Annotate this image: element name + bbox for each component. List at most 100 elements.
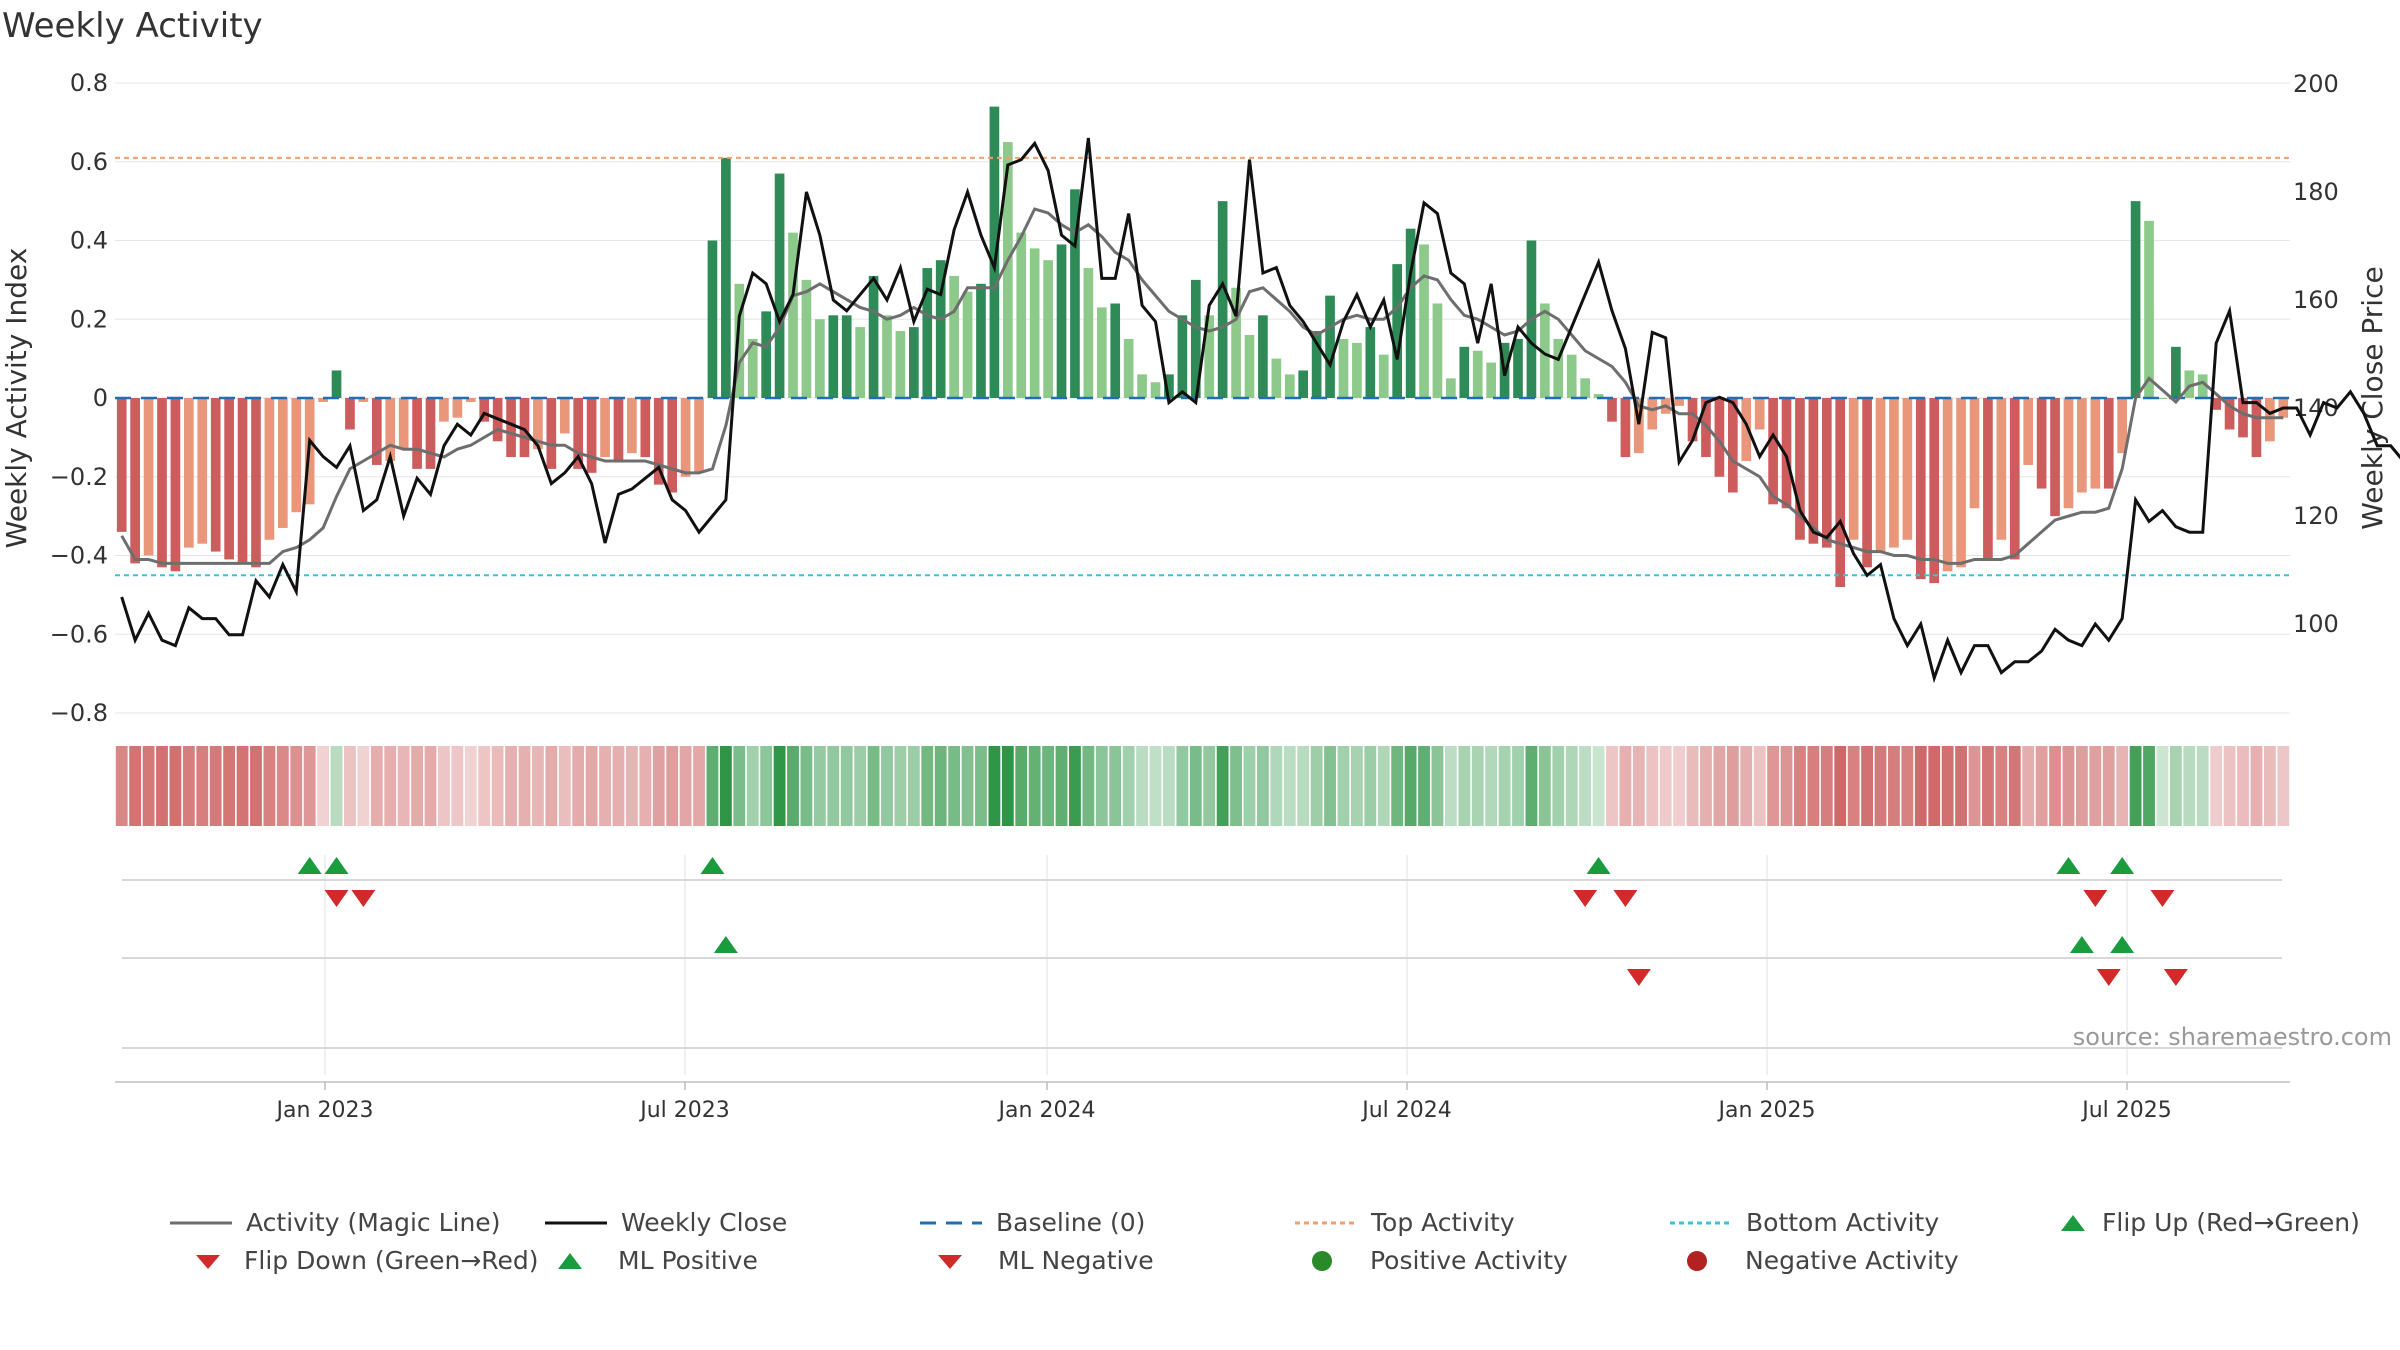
heat-strip-cell (1713, 746, 1726, 826)
heat-strip-cell (1901, 746, 1914, 826)
heat-strip-cell (505, 746, 517, 826)
heat-strip-cell (1834, 746, 1847, 826)
cyan-dotted-line-icon (1670, 1221, 1732, 1224)
activity-bar (1553, 338, 1564, 398)
heat-strip-cell (1444, 746, 1457, 826)
activity-bar (143, 398, 154, 556)
heat-strip-cell (2169, 746, 2182, 826)
heat-strip-cell (1673, 746, 1686, 826)
heat-strip-cell (558, 746, 571, 826)
y-right-tick-label: 120 (2293, 502, 2339, 530)
activity-bar (788, 232, 798, 398)
legend-item-ml-positive: ML Positive (558, 1246, 758, 1275)
heat-strip-cell (881, 746, 893, 826)
activity-bar (1566, 354, 1577, 398)
activity-bar (1862, 398, 1872, 568)
heat-strip-cell (1042, 746, 1055, 826)
activity-bar (1607, 398, 1617, 422)
activity-bar (1352, 342, 1362, 398)
y-right-tick-label: 100 (2293, 610, 2339, 638)
source-note: source: sharemaestro.com (2073, 1023, 2392, 1051)
activity-bar (1741, 398, 1752, 461)
heat-strip-cell (719, 746, 732, 826)
heat-strip-cell (182, 746, 195, 826)
legend-label: ML Negative (998, 1246, 1154, 1275)
heat-strip-cell (921, 746, 934, 826)
activity-bar (1808, 398, 1819, 544)
x-tick-label: Jan 2024 (997, 1098, 1096, 1123)
activity-bar (1781, 398, 1792, 509)
activity-bar (1459, 346, 1470, 398)
activity-bar (1096, 307, 1107, 398)
red-triangle-down-icon (196, 1254, 220, 1269)
heat-strip-cell (303, 746, 316, 826)
heat-strip-cell (1230, 746, 1242, 826)
heat-strip-cell (2035, 746, 2048, 826)
activity-bar (882, 315, 892, 398)
y-left-tick-label: 0.8 (70, 69, 108, 97)
activity-bar (1177, 315, 1188, 398)
heat-strip-cell (854, 746, 867, 826)
activity-bar (465, 398, 476, 402)
heat-strip-cell (223, 746, 236, 826)
magic-line-series (120, 207, 2284, 565)
legend-label: Activity (Magic Line) (246, 1208, 501, 1237)
heat-strip-cell (2116, 746, 2129, 826)
activity-bar (398, 398, 409, 450)
legend-label: Weekly Close (621, 1208, 788, 1237)
activity-bar (1929, 398, 1940, 584)
heat-strip-cell (518, 746, 531, 826)
activity-bar (841, 315, 852, 398)
activity-bar (224, 398, 234, 560)
activity-bar (197, 398, 208, 544)
y-left-axis-title: Weekly Activity Index (0, 248, 33, 549)
heat-strip-cell (290, 746, 303, 826)
heat-strip-cell (1136, 746, 1148, 826)
activity-bar (291, 398, 302, 513)
activity-bar (2090, 398, 2101, 489)
legend-item-negative-activity: Negative Activity (1685, 1246, 1959, 1275)
heat-strip-cell (679, 746, 692, 826)
activity-bar (318, 398, 328, 402)
activity-bar (694, 398, 704, 473)
activity-bar (1956, 398, 1966, 568)
activity-bar (747, 338, 758, 398)
heat-strip-cell (451, 746, 464, 826)
activity-bar (1217, 201, 1228, 398)
heat-strip-cell (867, 746, 880, 826)
heat-strip-cell (948, 746, 961, 826)
heat-strip-cell (572, 746, 585, 826)
activity-bar (815, 319, 825, 398)
heat-strip-cell (1874, 746, 1887, 826)
green-dot-icon (1312, 1250, 1332, 1271)
activity-bar (1983, 398, 1993, 560)
activity-bar (2238, 398, 2248, 438)
activity-bar (506, 398, 516, 458)
chart-title: Weekly Activity (2, 6, 263, 46)
x-tick-label: Jul 2023 (638, 1098, 730, 1123)
activity-bar (170, 398, 181, 572)
heat-strip-cell (1982, 746, 1994, 826)
heat-strip-cell (1095, 746, 1108, 826)
heat-strip-cell (1498, 746, 1511, 826)
heat-strip-cell (1055, 746, 1068, 826)
heat-strip-cell (1458, 746, 1471, 826)
activity-bar (1714, 398, 1725, 477)
heat-strip-cell (625, 746, 638, 826)
heat-strip-cell (612, 746, 625, 826)
flip-up-marker (1586, 857, 1611, 874)
legend-label: Flip Down (Green→Red) (244, 1246, 539, 1275)
heat-strip-cell (1592, 746, 1605, 826)
ml-positive-marker (2110, 936, 2135, 953)
heat-strip-cell (1270, 746, 1283, 826)
legend-item-weekly-close: Weekly Close (545, 1208, 787, 1237)
activity-bar (1687, 398, 1698, 442)
heat-strip-cell (1337, 746, 1350, 826)
heat-strip-cell (1176, 746, 1189, 826)
heat-strip-cell (1767, 746, 1780, 826)
heat-strip-cell (1109, 746, 1122, 826)
legend-item-magic-line: Activity (Magic Line) (170, 1208, 500, 1237)
flip-up-marker (2056, 857, 2081, 874)
activity-bar (1271, 358, 1282, 398)
flip-up-marker (700, 857, 725, 874)
